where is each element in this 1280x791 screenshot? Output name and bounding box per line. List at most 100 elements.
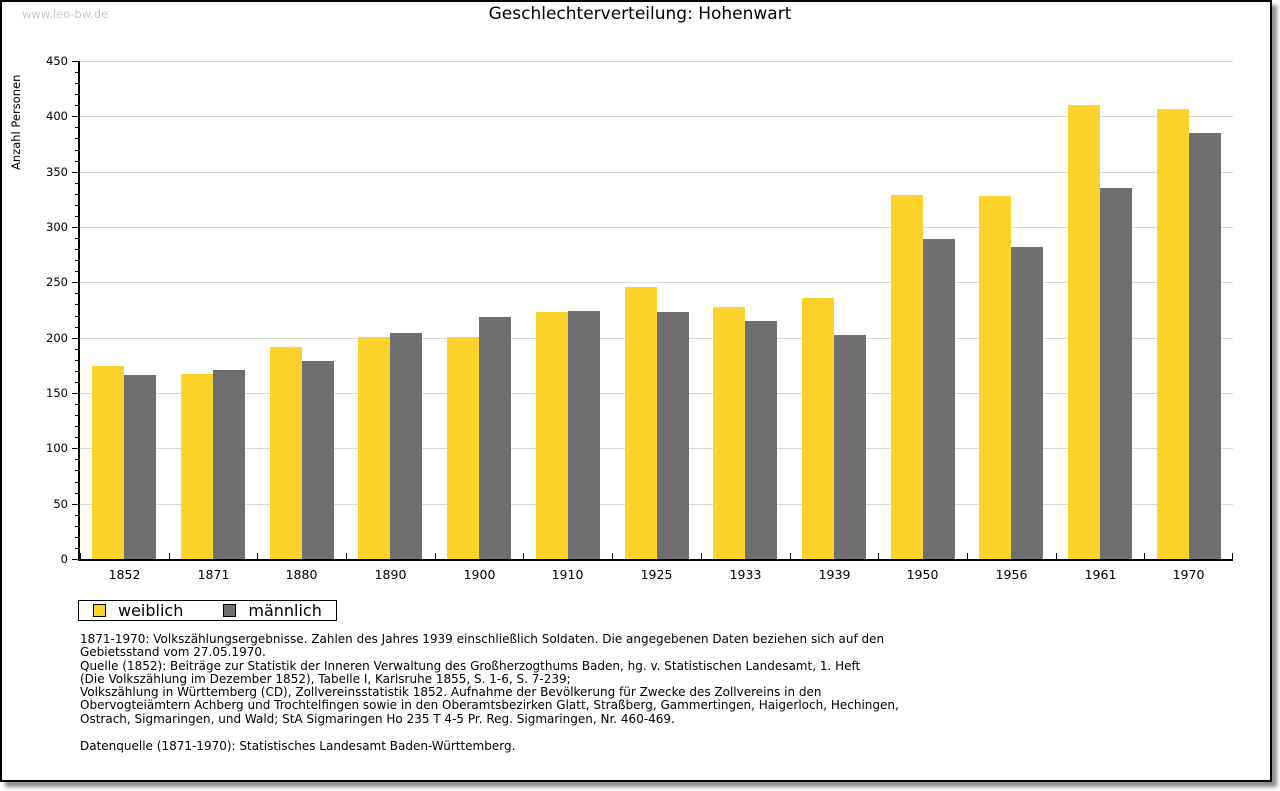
x-axis-tick-label-1900: 1900: [463, 567, 496, 582]
y-minor-tick-120: [75, 426, 78, 427]
y-minor-tick-380: [75, 138, 78, 139]
footnote-line-6: Obervogteiämtern Achberg und Trochtelfin…: [80, 698, 899, 713]
x-axis-boundary-tick-2: [257, 553, 258, 559]
y-minor-tick-260: [75, 271, 78, 272]
x-axis-boundary-tick-10: [967, 553, 968, 559]
y-minor-tick-70: [75, 482, 78, 483]
y-minor-tick-140: [75, 404, 78, 405]
bar-weiblich-1950: [891, 195, 923, 559]
x-axis-boundary-tick-12: [1144, 553, 1145, 559]
bar-männlich-1939: [834, 335, 866, 559]
x-axis-tick-label-1852: 1852: [108, 567, 141, 582]
y-minor-tick-420: [75, 94, 78, 95]
gridline-350: [80, 172, 1233, 173]
plot-area: 1852 1871 1880 1890 1900 1910 1925 1933 1939 1950…: [78, 61, 1233, 582]
footnote-spacer: [80, 726, 1240, 740]
x-axis-tick-label-1910: 1910: [551, 567, 584, 582]
bar-weiblich-1910: [536, 312, 568, 559]
x-axis-tick-label-1890: 1890: [374, 567, 407, 582]
legend: weiblich männlich: [78, 600, 337, 621]
x-axis-boundary-tick-1: [169, 553, 170, 559]
x-axis-boundary-tick-5: [523, 553, 524, 559]
x-axis-boundary-tick-7: [701, 553, 702, 559]
y-minor-tick-40: [75, 515, 78, 516]
bar-männlich-1970: [1189, 133, 1221, 559]
bar-männlich-1900: [479, 317, 511, 559]
y-minor-tick-390: [75, 127, 78, 128]
legend-label-weiblich: weiblich: [118, 601, 184, 620]
bar-weiblich-1961: [1068, 105, 1100, 559]
y-axis-tick-label-350: 350: [46, 165, 68, 179]
x-axis-tick-label-1871: 1871: [197, 567, 230, 582]
bar-männlich-1925: [657, 312, 689, 559]
y-minor-tick-180: [75, 360, 78, 361]
legend-item-weiblich: weiblich: [93, 601, 183, 620]
x-axis-boundary-tick-3: [346, 553, 347, 559]
y-axis-tick-label-0: 0: [60, 552, 68, 566]
y-minor-tick-170: [75, 371, 78, 372]
footnote-lines: 1871-1970: Volkszählungsergebnisse. Zahl…: [80, 632, 1240, 726]
bar-männlich-1961: [1100, 188, 1132, 559]
y-minor-tick-60: [75, 493, 78, 494]
y-axis-tick-label-150: 150: [46, 386, 68, 400]
bar-weiblich-1939: [802, 298, 834, 559]
y-minor-tick-360: [75, 161, 78, 162]
bar-männlich-1933: [745, 321, 777, 559]
bar-männlich-1910: [568, 311, 600, 559]
y-minor-tick-190: [75, 349, 78, 350]
bar-weiblich-1933: [713, 307, 745, 559]
bar-weiblich-1871: [181, 374, 213, 559]
footnote-line-7: Ostrach, Sigmaringen, und Wald; StA Sigm…: [80, 711, 675, 726]
x-axis-tick-label-1880: 1880: [285, 567, 318, 582]
footnotes: 1871-1970: Volkszählungsergebnisse. Zahl…: [80, 632, 1240, 754]
chart-title: Geschlechterverteilung: Hohenwart: [488, 4, 792, 24]
y-axis-tick-label-450: 450: [46, 54, 68, 68]
x-axis-boundary-tick-0: [80, 553, 81, 559]
y-axis-tick-label-400: 400: [46, 109, 68, 123]
x-axis-boundary-tick-9: [878, 553, 879, 559]
legend-swatch-weiblich: [93, 604, 106, 617]
x-axis-tick-label-1956: 1956: [995, 567, 1028, 582]
y-minor-tick-310: [75, 216, 78, 217]
y-axis: 0 50 100 150 200 250 300 350 400 450: [0, 54, 78, 566]
footnote-line-3: Quelle (1852): Beiträge zur Statistik de…: [80, 658, 861, 673]
y-minor-tick-230: [75, 304, 78, 305]
bar-weiblich-1925: [625, 287, 657, 559]
bar-männlich-1880: [302, 361, 334, 559]
y-axis-tick-label-100: 100: [46, 441, 68, 455]
bar-männlich-1956: [1011, 247, 1043, 559]
gridline-450: [80, 61, 1233, 62]
x-axis-tick-label-1970: 1970: [1172, 567, 1205, 582]
bar-weiblich-1880: [270, 347, 302, 559]
y-minor-tick-430: [75, 83, 78, 84]
bar-männlich-1950: [923, 239, 955, 559]
y-minor-tick-410: [75, 105, 78, 106]
x-axis-tick-label-1933: 1933: [729, 567, 762, 582]
y-minor-tick-220: [75, 316, 78, 317]
bar-weiblich-1900: [447, 337, 479, 559]
y-axis-tick-label-250: 250: [46, 275, 68, 289]
y-major-tick-300: [72, 227, 78, 228]
x-axis-boundary-tick-11: [1056, 553, 1057, 559]
y-major-tick-250: [72, 282, 78, 283]
y-axis-tick-label-300: 300: [46, 220, 68, 234]
x-axis-boundary-tick-8: [790, 553, 791, 559]
y-axis-tick-label-50: 50: [53, 497, 68, 511]
watermark: www.leo-bw.de: [22, 7, 109, 21]
bar-männlich-1871: [213, 370, 245, 559]
gridline-250: [80, 282, 1233, 283]
x-axis-tick-label-1961: 1961: [1084, 567, 1117, 582]
y-major-tick-200: [72, 338, 78, 339]
y-minor-tick-10: [75, 548, 78, 549]
footnote-datasource: Datenquelle (1871-1970): Statistisches L…: [80, 739, 516, 754]
y-minor-tick-440: [75, 72, 78, 73]
y-major-tick-100: [72, 448, 78, 449]
y-minor-tick-280: [75, 249, 78, 250]
footnote-line-2: Gebietsstand vom 27.05.1970.: [80, 645, 266, 660]
y-major-tick-400: [72, 116, 78, 117]
y-minor-tick-110: [75, 437, 78, 438]
gridline-400: [80, 116, 1233, 117]
y-minor-tick-20: [75, 537, 78, 538]
bar-weiblich-1852: [92, 366, 124, 559]
bar-weiblich-1970: [1157, 109, 1189, 559]
